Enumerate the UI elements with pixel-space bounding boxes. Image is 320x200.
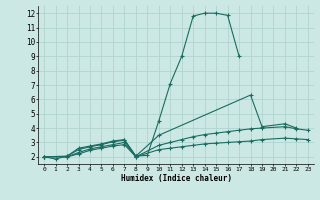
X-axis label: Humidex (Indice chaleur): Humidex (Indice chaleur) xyxy=(121,174,231,183)
